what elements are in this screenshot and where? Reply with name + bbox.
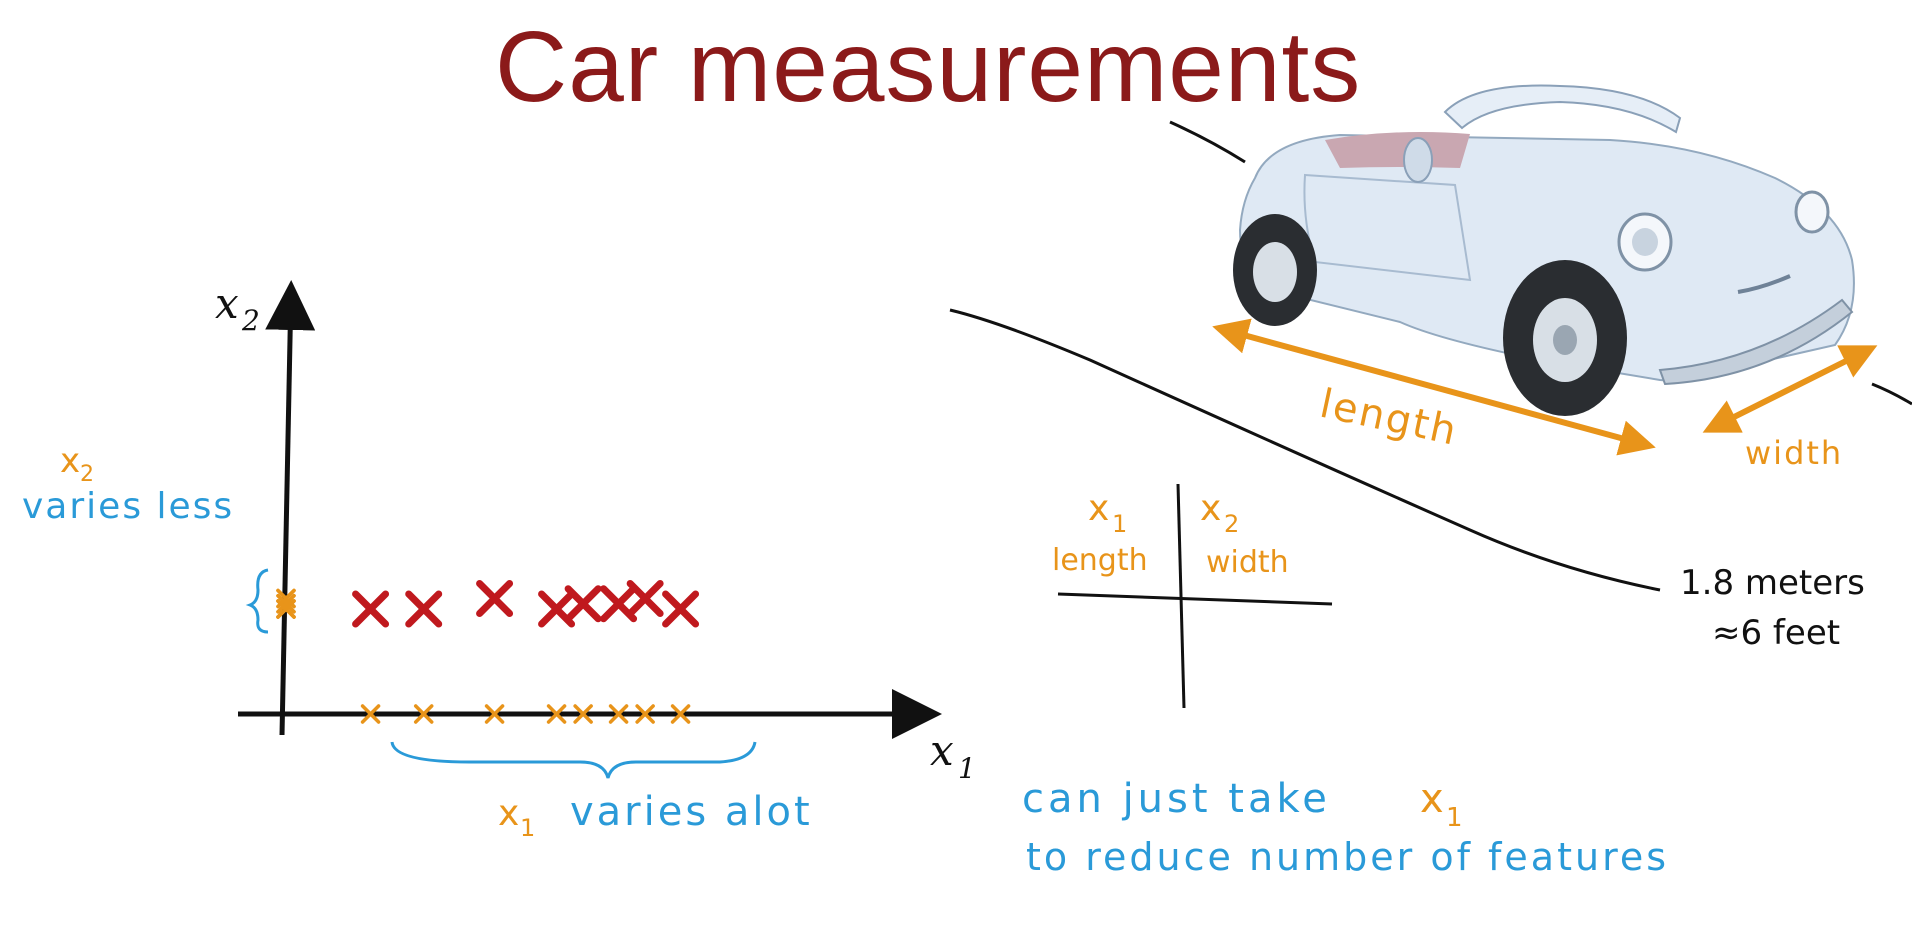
- x1-projection-marks: [360, 704, 691, 724]
- y-axis-label: x 2: [215, 279, 260, 337]
- svg-text:2: 2: [80, 462, 94, 487]
- data-point: [405, 590, 443, 628]
- conclusion-line1: can just take: [1022, 776, 1331, 822]
- svg-text:x: x: [215, 279, 239, 328]
- x1-projection-mark: [484, 704, 505, 724]
- table-col1-name: length: [1052, 543, 1148, 578]
- x1-note-text: varies alot: [570, 789, 813, 835]
- width-arrow: [1702, 345, 1878, 433]
- road-line: [949, 308, 1661, 592]
- conclusion-line2: to reduce number of features: [1026, 835, 1669, 879]
- x2-projection-mark: [276, 594, 296, 614]
- svg-text:1: 1: [1112, 510, 1127, 538]
- data-points: [352, 580, 700, 628]
- x1-projection-mark: [670, 704, 691, 724]
- x1-note-variable: x 1: [498, 793, 535, 842]
- data-point: [662, 590, 700, 628]
- svg-text:1: 1: [958, 752, 976, 785]
- y-axis: [265, 280, 316, 736]
- page-title: Car measurements: [495, 11, 1362, 123]
- table-col1-variable: x 1: [1088, 488, 1127, 538]
- svg-text:1: 1: [1446, 803, 1463, 833]
- road-edge: [1871, 382, 1912, 406]
- width-value-feet: ≈6 feet: [1712, 613, 1840, 653]
- svg-text:x: x: [1088, 488, 1109, 529]
- data-point: [352, 590, 390, 628]
- length-arrow: [1212, 318, 1656, 456]
- x1-projection-mark: [546, 704, 567, 724]
- table-col2-variable: x 2: [1200, 488, 1239, 538]
- x1-projection-mark: [608, 704, 629, 724]
- data-point: [476, 580, 514, 617]
- x2-spread-brace: [245, 568, 269, 634]
- x2-projection-mark: [276, 599, 296, 619]
- svg-text:x: x: [60, 441, 80, 481]
- x2-note-variable: x 2: [60, 441, 94, 487]
- data-point: [564, 585, 602, 623]
- conclusion-variable: x 1: [1420, 776, 1463, 833]
- svg-text:x: x: [1200, 488, 1221, 529]
- x1-projection-mark: [635, 704, 655, 724]
- length-label: length: [1316, 381, 1462, 455]
- width-label: width: [1745, 434, 1843, 472]
- svg-text:x: x: [498, 793, 519, 834]
- x1-projection-mark: [573, 704, 593, 724]
- svg-text:x: x: [1420, 776, 1444, 822]
- feature-table: x 1 length x 2 width: [1052, 483, 1333, 709]
- data-point: [626, 580, 664, 617]
- width-value-meters: 1.8 meters: [1680, 563, 1865, 603]
- x1-projection-mark: [413, 704, 434, 724]
- x-axis-label: x 1: [930, 726, 976, 785]
- car-illustration: [1169, 84, 1855, 416]
- x2-note-text: varies less: [22, 486, 234, 527]
- svg-text:2: 2: [1224, 510, 1239, 538]
- x1-projection-mark: [360, 704, 381, 724]
- table-col2-name: width: [1206, 545, 1289, 580]
- x1-spread-brace: [390, 741, 757, 779]
- svg-text:x: x: [930, 726, 954, 775]
- x2-projection-marks: [276, 588, 296, 619]
- svg-text:2: 2: [241, 304, 260, 337]
- svg-text:1: 1: [520, 814, 535, 842]
